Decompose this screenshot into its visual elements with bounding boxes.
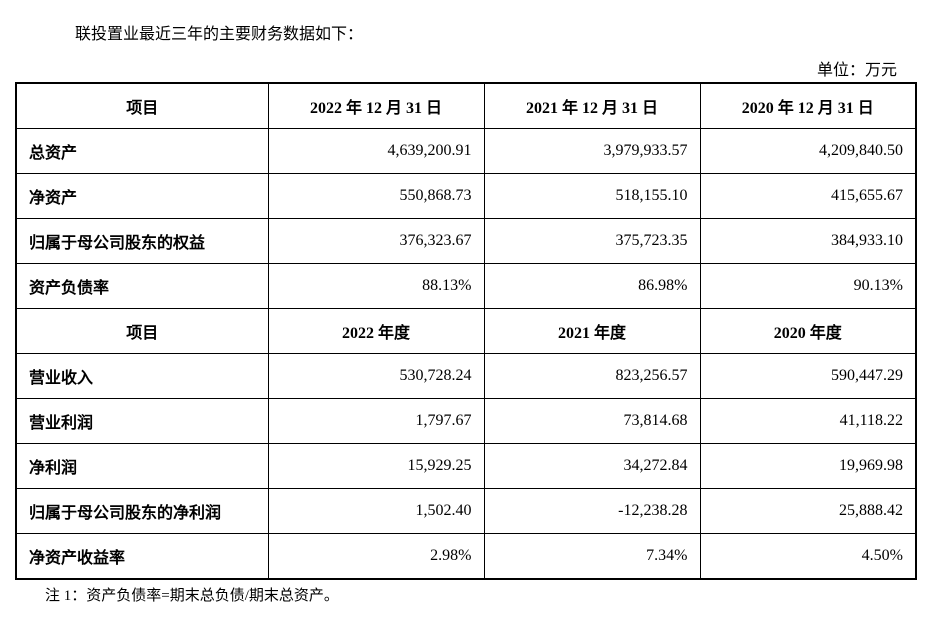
row-value: 25,888.42 (700, 489, 916, 534)
header-col-2022-date: 2022 年 12 月 31 日 (268, 83, 484, 129)
row-value: 1,502.40 (268, 489, 484, 534)
row-label: 归属于母公司股东的权益 (16, 219, 268, 264)
unit-label: 单位：万元 (15, 56, 917, 80)
header-item-2: 项目 (16, 309, 268, 354)
row-value: -12,238.28 (484, 489, 700, 534)
table-row: 归属于母公司股东的净利润 1,502.40 -12,238.28 25,888.… (16, 489, 916, 534)
row-value: 550,868.73 (268, 174, 484, 219)
row-label: 资产负债率 (16, 264, 268, 309)
table-row: 资产负债率 88.13% 86.98% 90.13% (16, 264, 916, 309)
header-col-2021-date: 2021 年 12 月 31 日 (484, 83, 700, 129)
row-value: 34,272.84 (484, 444, 700, 489)
table-row: 净资产 550,868.73 518,155.10 415,655.67 (16, 174, 916, 219)
table-header-row-1: 项目 2022 年 12 月 31 日 2021 年 12 月 31 日 202… (16, 83, 916, 129)
row-value: 823,256.57 (484, 354, 700, 399)
row-value: 4,639,200.91 (268, 129, 484, 174)
row-value: 1,797.67 (268, 399, 484, 444)
row-label: 归属于母公司股东的净利润 (16, 489, 268, 534)
row-value: 90.13% (700, 264, 916, 309)
row-value: 384,933.10 (700, 219, 916, 264)
intro-text: 联投置业最近三年的主要财务数据如下： (15, 20, 917, 44)
row-label: 净资产收益率 (16, 534, 268, 580)
row-label: 净资产 (16, 174, 268, 219)
table-row: 归属于母公司股东的权益 376,323.67 375,723.35 384,93… (16, 219, 916, 264)
row-value: 590,447.29 (700, 354, 916, 399)
row-value: 19,969.98 (700, 444, 916, 489)
row-value: 530,728.24 (268, 354, 484, 399)
row-value: 73,814.68 (484, 399, 700, 444)
table-header-row-2: 项目 2022 年度 2021 年度 2020 年度 (16, 309, 916, 354)
table-row: 营业利润 1,797.67 73,814.68 41,118.22 (16, 399, 916, 444)
table-row: 总资产 4,639,200.91 3,979,933.57 4,209,840.… (16, 129, 916, 174)
row-value: 88.13% (268, 264, 484, 309)
header-col-2020-year: 2020 年度 (700, 309, 916, 354)
row-value: 4.50% (700, 534, 916, 580)
row-label: 总资产 (16, 129, 268, 174)
financial-data-table: 项目 2022 年 12 月 31 日 2021 年 12 月 31 日 202… (15, 82, 917, 580)
row-value: 375,723.35 (484, 219, 700, 264)
table-row: 营业收入 530,728.24 823,256.57 590,447.29 (16, 354, 916, 399)
header-col-2020-date: 2020 年 12 月 31 日 (700, 83, 916, 129)
header-item-1: 项目 (16, 83, 268, 129)
header-col-2022-year: 2022 年度 (268, 309, 484, 354)
row-value: 518,155.10 (484, 174, 700, 219)
row-value: 2.98% (268, 534, 484, 580)
row-value: 7.34% (484, 534, 700, 580)
row-value: 86.98% (484, 264, 700, 309)
row-label: 净利润 (16, 444, 268, 489)
row-value: 376,323.67 (268, 219, 484, 264)
row-value: 415,655.67 (700, 174, 916, 219)
row-label: 营业收入 (16, 354, 268, 399)
table-row: 净利润 15,929.25 34,272.84 19,969.98 (16, 444, 916, 489)
row-value: 4,209,840.50 (700, 129, 916, 174)
row-value: 15,929.25 (268, 444, 484, 489)
row-label: 营业利润 (16, 399, 268, 444)
row-value: 41,118.22 (700, 399, 916, 444)
table-row: 净资产收益率 2.98% 7.34% 4.50% (16, 534, 916, 580)
row-value: 3,979,933.57 (484, 129, 700, 174)
header-col-2021-year: 2021 年度 (484, 309, 700, 354)
